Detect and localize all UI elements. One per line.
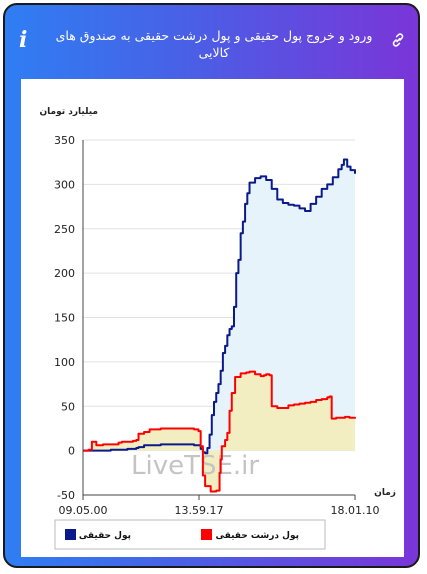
y-tick-label: 350: [54, 134, 75, 147]
link-icon[interactable]: [390, 32, 406, 48]
series-fills: [83, 159, 355, 492]
y-tick-label: 250: [54, 223, 75, 236]
series-lines: [83, 158, 356, 493]
watermark: LiveTSE.ir: [131, 451, 259, 481]
info-icon[interactable]: i: [19, 27, 28, 53]
y-tick-label: -50: [57, 489, 75, 502]
series-fill: [83, 371, 355, 492]
y-axis-label: میلیارد تومان: [39, 107, 98, 117]
y-tick-label: 100: [54, 356, 75, 369]
chart-title: ورود و خروج پول حقیقی و پول درشت حقیقی ب…: [55, 28, 373, 60]
x-tick-label: 18.01.10: [331, 504, 380, 517]
series-line: [83, 158, 356, 455]
y-tick-label: 50: [61, 400, 75, 413]
x-axis-label: زمان: [374, 488, 396, 498]
y-tick-label: 150: [54, 312, 75, 325]
series-line: [83, 370, 356, 493]
y-tick-label: 0: [68, 445, 75, 458]
legend: پول حقیقی پول درشت حقیقی: [54, 519, 326, 550]
legend-box: [54, 519, 326, 550]
legend-label: پول درشت حقیقی: [216, 531, 300, 541]
tick-labels: -50 0 50 100 150 200 250 300 350 09.05.00 13.59.17…: [54, 134, 379, 517]
card: ورود و خروج پول حقیقی و پول درشت حقیقی ب…: [3, 3, 420, 568]
x-tick-label: 09.05.00: [59, 504, 108, 517]
y-tick-label: 200: [54, 267, 75, 280]
legend-label: پول حقیقی: [79, 531, 131, 541]
legend-swatch: [65, 529, 76, 540]
chart-panel: LiveTSE.ir -50 0 50 100 150 200 250 300 350 09.05…: [21, 79, 404, 557]
axes: [82, 140, 356, 500]
series-fill: [83, 159, 355, 454]
chart: LiveTSE.ir -50 0 50 100 150 200 250 300 350 09.05…: [39, 107, 396, 550]
y-tick-label: 300: [54, 178, 75, 191]
legend-swatch: [201, 529, 212, 540]
x-tick-label: 13.59.17: [175, 504, 224, 517]
card-header: ورود و خروج پول حقیقی و پول درشت حقیقی ب…: [5, 5, 418, 75]
